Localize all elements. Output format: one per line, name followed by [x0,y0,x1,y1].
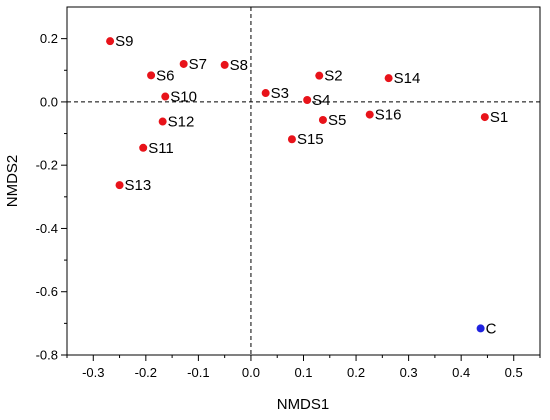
point-label-s4: S4 [312,92,330,109]
y-tick-label: -0.2 [36,158,58,173]
x-tick-label: 0.4 [452,365,470,380]
y-tick-label: -0.6 [36,284,58,299]
point-s16 [365,110,374,119]
x-tick-label: 0.0 [242,365,260,380]
point-s13 [115,181,124,190]
point-c [476,324,485,333]
y-axis-ticks: 0.2 0.0 -0.2 -0.4 -0.6 -0.8 [36,31,67,363]
point-s6 [147,71,156,80]
point-label-s3: S3 [271,85,289,102]
point-label-s16: S16 [375,107,402,124]
y-tick-label: 0.0 [40,94,58,109]
point-s1 [480,113,489,122]
x-tick-label: 0.5 [505,365,523,380]
point-s10 [161,92,170,101]
point-label-s11: S11 [148,140,174,157]
point-label-s2: S2 [324,68,342,85]
point-label-s6: S6 [156,67,174,84]
point-label-s9: S9 [115,33,133,50]
x-tick-label: 0.3 [400,365,418,380]
y-axis-title: NMDS2 [4,155,21,208]
point-s9 [106,37,115,46]
point-label-s8: S8 [230,57,248,74]
point-s4 [303,96,312,105]
point-s12 [158,117,167,126]
x-tick-label: 0.1 [294,365,312,380]
point-s15 [287,135,296,144]
x-tick-label: -0.2 [135,365,157,380]
x-tick-label: -0.3 [82,365,104,380]
point-s5 [318,115,327,124]
point-label-s12: S12 [168,114,195,131]
y-tick-label: -0.4 [36,221,58,236]
point-label-s5: S5 [328,112,346,129]
point-label-s1: S1 [490,109,508,126]
point-s11 [139,143,148,152]
point-label-c: C [486,320,497,337]
point-label-s10: S10 [170,89,197,106]
point-label-s13: S13 [125,177,152,194]
y-tick-label: -0.8 [36,348,58,363]
point-s2 [315,71,324,80]
plot-area [66,6,541,356]
x-axis-title: NMDS1 [277,396,330,413]
point-s14 [384,74,393,83]
y-tick-label: 0.2 [40,31,58,46]
reference-lines [67,7,540,355]
point-s8 [220,60,229,69]
x-axis-ticks: -0.3 -0.2 -0.1 0.0 0.1 0.2 0.3 0.4 0.5 [66,355,541,380]
data-points: S1 S2 S3 S4 S5 S6 S7 S8 S9 S10 S11 S12 S13 S14 S15 S16 C [106,33,508,337]
point-label-s14: S14 [394,70,421,87]
x-tick-label: 0.2 [347,365,365,380]
point-s3 [261,89,270,98]
point-label-s7: S7 [189,56,207,73]
point-label-s15: S15 [297,131,324,148]
point-s7 [179,59,188,68]
x-tick-label: -0.1 [187,365,209,380]
